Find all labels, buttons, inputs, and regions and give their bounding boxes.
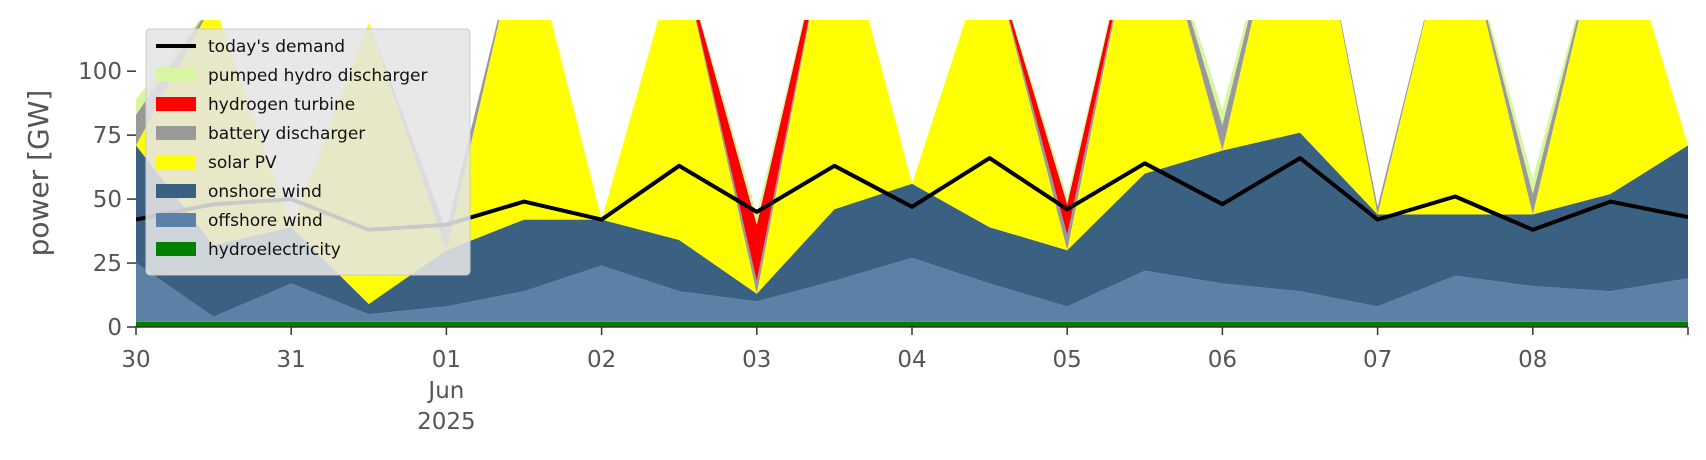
x-tick-label: 02 <box>587 347 616 373</box>
legend-swatch-hydrogen-turbine <box>156 97 196 111</box>
legend-label-battery-discharger: battery discharger <box>208 124 365 144</box>
legend-swatch-solar-pv <box>156 155 196 169</box>
x-tick-label: 08 <box>1518 347 1547 373</box>
x-tick-label: 04 <box>897 347 926 373</box>
area-offshore-wind <box>136 257 1688 322</box>
legend-label-offshore-wind: offshore wind <box>208 211 323 231</box>
area-hydroelectricity <box>136 321 1688 327</box>
legend-swatch-pumped-hydro-discharger <box>156 68 196 82</box>
legend-label-hydroelectricity: hydroelectricity <box>208 240 341 260</box>
legend-label-hydrogen-turbine: hydrogen turbine <box>208 95 355 115</box>
legend-label-onshore-wind: onshore wind <box>208 182 322 202</box>
x-tick-label: 2025 <box>417 409 476 435</box>
legend-box <box>145 28 471 276</box>
legend-swatch-battery-discharger <box>156 126 196 140</box>
x-tick-label: 30 <box>121 347 150 373</box>
legend-swatch-hydroelectricity <box>156 242 196 256</box>
y-tick-label: 100 <box>78 59 122 85</box>
legend-label-solar-pv: solar PV <box>208 153 277 173</box>
x-tick-label: Jun <box>426 378 464 404</box>
x-tick-label: 07 <box>1363 347 1392 373</box>
x-tick-label: 05 <box>1053 347 1082 373</box>
legend-swatch-onshore-wind <box>156 184 196 198</box>
y-tick-label: 50 <box>93 187 122 213</box>
y-tick-label: 0 <box>107 315 122 341</box>
x-tick-label: 06 <box>1208 347 1237 373</box>
x-tick-label: 03 <box>742 347 771 373</box>
y-tick-label: 25 <box>93 251 122 277</box>
y-tick-label: 75 <box>93 123 122 149</box>
x-tick-label: 01 <box>432 347 461 373</box>
legend-label-today-s-demand: today's demand <box>208 37 345 57</box>
legend: today's demand pumped hydro discharger hyd… <box>145 28 471 276</box>
x-tick-label: 31 <box>277 347 306 373</box>
legend-swatch-offshore-wind <box>156 213 196 227</box>
area-onshore-wind <box>136 132 1688 317</box>
area-solar-pv <box>136 20 1688 304</box>
y-axis-title: power [GW] <box>22 90 55 257</box>
legend-label-pumped-hydro-discharger: pumped hydro discharger <box>208 66 427 86</box>
